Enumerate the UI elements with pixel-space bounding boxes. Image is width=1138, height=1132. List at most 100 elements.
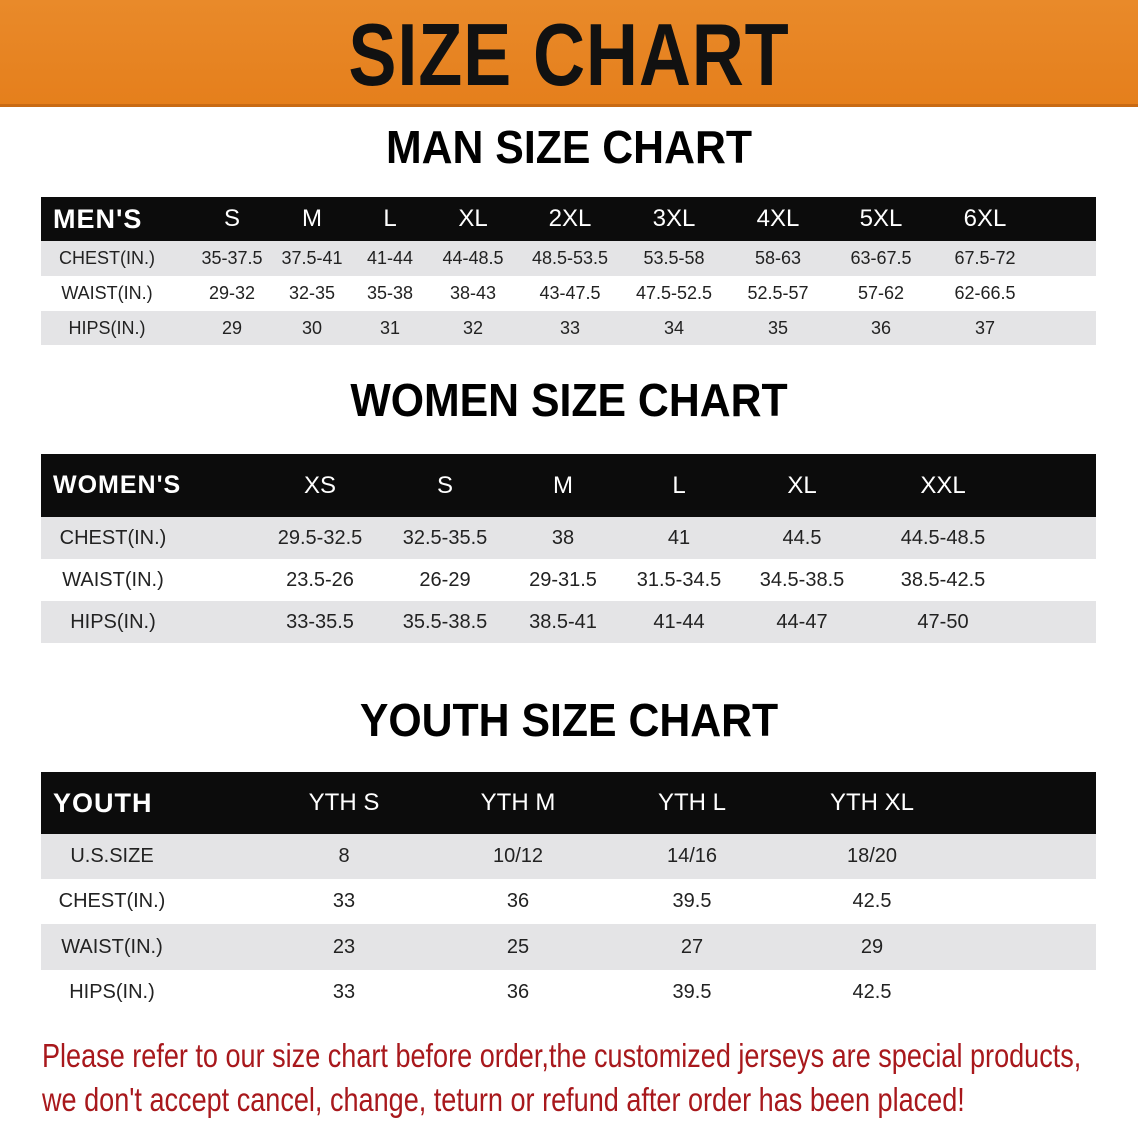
table-row: CHEST(IN.) 29.5-32.5 32.5-35.5 38 41 44.5 44.5… <box>41 517 1096 559</box>
banner-title: SIZE CHART <box>348 5 790 104</box>
measurement-value: 26-29 <box>419 568 471 591</box>
measurement-label: WAIST(IN.) <box>61 935 163 958</box>
women-section-title: WOMEN SIZE CHART <box>350 374 788 426</box>
men-header-label: MEN'S <box>53 203 143 234</box>
size-column-header: YTH XL <box>829 789 915 816</box>
measurement-value: 38.5-41 <box>529 610 597 633</box>
size-column-header: L <box>672 471 686 499</box>
measurement-value: 37 <box>974 317 996 338</box>
measurement-value: 23 <box>332 935 356 958</box>
measurement-value: 34.5-38.5 <box>759 568 845 591</box>
measurement-value: 36 <box>506 981 530 1003</box>
measurement-value: 29 <box>860 935 884 958</box>
measurement-value: 38-43 <box>449 283 497 303</box>
measurement-value: 41 <box>667 526 691 549</box>
measurement-label: U.S.SIZE <box>70 845 154 867</box>
measurement-value: 44.5-48.5 <box>900 526 986 549</box>
measurement-value: 42.5 <box>852 981 892 1003</box>
size-column-header: 3XL <box>652 205 696 232</box>
table-row: U.S.SIZE 8 10/12 14/16 18/20 <box>41 834 1096 879</box>
measurement-value: 47-50 <box>917 610 969 633</box>
measurement-value: 31.5-34.5 <box>636 568 722 591</box>
size-column-header: 6XL <box>963 205 1007 232</box>
women-header-label: WOMEN'S <box>53 471 182 499</box>
measurement-value: 58-63 <box>754 248 802 268</box>
size-column-header: M <box>553 471 573 499</box>
men-section-title: MAN SIZE CHART <box>385 121 752 173</box>
measurement-value: 38.5-42.5 <box>900 568 986 591</box>
measurement-value: 43-47.5 <box>539 283 601 303</box>
table-row: WAIST(IN.) 23.5-26 26-29 29-31.5 31.5-34.5 34… <box>41 559 1096 601</box>
measurement-label: WAIST(IN.) <box>62 568 164 591</box>
table-row: HIPS(IN.) 33 36 39.5 42.5 <box>41 970 1096 1015</box>
measurement-label: CHEST(IN.) <box>59 248 155 268</box>
measurement-value: 32-35 <box>288 283 336 303</box>
measurement-value: 32.5-35.5 <box>402 526 488 549</box>
size-column-header: L <box>383 205 397 232</box>
measurement-value: 42.5 <box>852 890 892 912</box>
size-column-header: YTH L <box>657 789 726 816</box>
size-column-header: 2XL <box>548 205 592 232</box>
measurement-value: 41-44 <box>366 248 414 268</box>
size-column-header: YTH M <box>480 789 556 816</box>
size-column-header: XXL <box>920 471 966 499</box>
table-row: CHEST(IN.) 33 36 39.5 42.5 <box>41 879 1096 924</box>
measurement-value: 33 <box>332 981 356 1003</box>
youth-header-label: YOUTH <box>53 787 153 818</box>
measurement-label: CHEST(IN.) <box>58 890 166 912</box>
measurement-value: 37.5-41 <box>281 248 343 268</box>
measurement-value: 47.5-52.5 <box>635 283 713 303</box>
measurement-value: 36 <box>870 317 892 338</box>
measurement-value: 31 <box>379 317 401 338</box>
measurement-value: 39.5 <box>672 890 712 912</box>
table-row: HIPS(IN.) 29 30 31 32 33 34 35 36 37 <box>41 311 1096 345</box>
measurement-value: 32 <box>462 317 484 338</box>
table-row: CHEST(IN.) 35-37.5 37.5-41 41-44 44-48.5 48.5… <box>41 241 1096 276</box>
measurement-value: 35-38 <box>366 283 414 303</box>
measurement-value: 25 <box>506 935 530 958</box>
measurement-value: 23.5-26 <box>286 568 354 591</box>
measurement-value: 29 <box>221 317 243 338</box>
measurement-value: 52.5-57 <box>747 283 809 303</box>
youth-section-title: YOUTH SIZE CHART <box>359 694 779 746</box>
table-row: WAIST(IN.) 23 25 27 29 <box>41 924 1096 970</box>
measurement-value: 41-44 <box>653 610 705 633</box>
measurement-value: 35 <box>767 317 789 338</box>
youth-size-table: YOUTH YTH S YTH M YTH L YTH XL U.S.SIZE 8 10/12… <box>41 772 1096 1015</box>
size-column-header: 4XL <box>756 205 800 232</box>
measurement-value: 67.5-72 <box>954 248 1016 268</box>
men-size-table: MEN'S S M L XL 2XL 3XL 4XL 5XL 6XL CHEST(IN.) 35-37… <box>41 197 1096 345</box>
measurement-value: 29-32 <box>208 283 256 303</box>
order-notice-line-1: Please refer to our size chart before or… <box>42 1037 1082 1074</box>
measurement-value: 10/12 <box>492 845 544 867</box>
men-header-row: MEN'S S M L XL 2XL 3XL 4XL 5XL 6XL <box>41 197 1096 241</box>
size-column-header: XS <box>303 471 336 499</box>
table-row: WAIST(IN.) 29-32 32-35 35-38 38-43 43-47.5 47.… <box>41 276 1096 311</box>
measurement-value: 44-48.5 <box>442 248 504 268</box>
measurement-label: HIPS(IN.) <box>69 981 155 1003</box>
measurement-value: 18/20 <box>846 845 898 867</box>
measurement-value: 39.5 <box>672 981 712 1003</box>
women-header-row: WOMEN'S XS S M L XL XXL <box>41 454 1096 517</box>
size-column-header: 5XL <box>859 205 903 232</box>
measurement-value: 14/16 <box>666 845 718 867</box>
size-column-header: XL <box>787 471 817 499</box>
size-column-header: S <box>436 471 453 499</box>
measurement-value: 53.5-58 <box>643 248 705 268</box>
measurement-value: 44.5 <box>782 526 822 549</box>
size-column-header: M <box>302 205 322 232</box>
measurement-value: 29.5-32.5 <box>277 526 363 549</box>
measurement-label: CHEST(IN.) <box>59 526 167 549</box>
order-notice-line-2: we don't accept cancel, change, teturn o… <box>42 1081 965 1118</box>
youth-header-row: YOUTH YTH S YTH M YTH L YTH XL <box>41 772 1096 834</box>
measurement-value: 33-35.5 <box>286 610 354 633</box>
measurement-value: 63-67.5 <box>850 248 912 268</box>
size-column-header: XL <box>458 205 488 232</box>
size-chart-banner: SIZE CHART <box>0 0 1138 107</box>
measurement-value: 8 <box>338 845 350 867</box>
measurement-value: 38 <box>551 526 575 549</box>
women-size-table: WOMEN'S XS S M L XL XXL CHEST(IN.) 29.5-32.5 32.5… <box>41 454 1096 643</box>
measurement-label: WAIST(IN.) <box>61 283 153 303</box>
measurement-value: 33 <box>559 317 581 338</box>
measurement-value: 34 <box>663 317 685 338</box>
